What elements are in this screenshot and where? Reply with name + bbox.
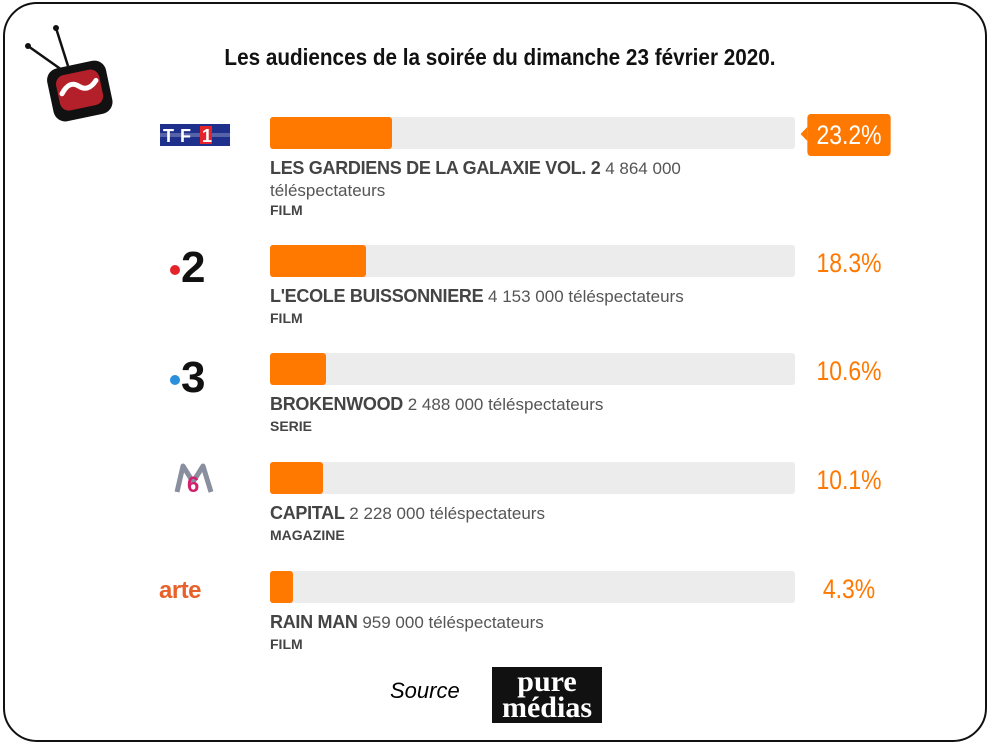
- program-title: BROKENWOOD: [270, 394, 403, 414]
- percent-label-arte: 4.3%: [822, 574, 876, 604]
- svg-text:1: 1: [202, 126, 212, 146]
- puremedias-logo: pure médias: [492, 667, 602, 723]
- tf1-logo: T F 1: [150, 112, 240, 158]
- channel-row-france2: 2 18.3% L'ECOLE BUISSONNIERE 4 153 000 t…: [0, 240, 994, 340]
- viewer-count: 2 228 000 téléspectateurs: [349, 504, 545, 523]
- percent-label-france2: 18.3%: [816, 248, 882, 278]
- source-label: Source: [390, 678, 460, 703]
- bar-france3: [270, 353, 326, 385]
- logo-word-medias: médias: [502, 691, 592, 724]
- bar-m6: [270, 462, 324, 494]
- bar-track: [270, 245, 795, 277]
- viewer-count: 4 864 000 téléspectateurs: [270, 159, 681, 200]
- program-title: RAIN MAN: [270, 612, 358, 632]
- program-info: LES GARDIENS DE LA GALAXIE VOL. 2 4 864 …: [270, 157, 720, 202]
- program-title: L'ECOLE BUISSONNIERE: [270, 286, 484, 306]
- percent-label-m6: 10.1%: [816, 465, 882, 495]
- logo-word-pure: pure: [517, 665, 577, 698]
- genre-label: FILM: [270, 310, 303, 326]
- genre-label: FILM: [270, 202, 303, 218]
- bar-track: [270, 462, 795, 494]
- channel-row-m6: 6 10.1% CAPITAL 2 228 000 téléspectateur…: [0, 457, 994, 557]
- channel-row-france3: 3 10.6% BROKENWOOD 2 488 000 téléspectat…: [0, 348, 994, 448]
- arte-logo: arte: [150, 566, 240, 612]
- svg-text:3: 3: [181, 353, 205, 394]
- page-title: Les audiences de la soirée du dimanche 2…: [224, 44, 776, 70]
- bar-tf1: [270, 117, 392, 149]
- bar-france2: [270, 245, 367, 277]
- france2-logo: 2: [150, 240, 240, 286]
- bar-track: [270, 117, 795, 149]
- france3-logo: 3: [150, 348, 240, 394]
- channel-row-arte: arte 4.3% RAIN MAN 959 000 téléspectateu…: [0, 566, 994, 666]
- program-info: BROKENWOOD 2 488 000 téléspectateurs: [270, 393, 720, 416]
- program-title: CAPITAL: [270, 503, 345, 523]
- m6-logo: 6: [150, 457, 240, 503]
- viewer-count: 2 488 000 téléspectateurs: [407, 395, 604, 414]
- percent-label-tf1: 23.2%: [800, 114, 891, 156]
- program-info: CAPITAL 2 228 000 téléspectateurs: [270, 502, 720, 525]
- svg-text:arte: arte: [159, 577, 201, 604]
- viewer-count: 4 153 000 téléspectateurs: [488, 287, 684, 306]
- svg-text:T: T: [163, 126, 174, 146]
- bar-track: [270, 353, 795, 385]
- genre-label: SERIE: [270, 418, 313, 434]
- program-title: LES GARDIENS DE LA GALAXIE VOL. 2: [270, 158, 601, 178]
- channel-row-tf1: T F 1 23.2% LES GARDIENS DE LA GALAXIE V…: [0, 112, 994, 218]
- percent-label-france3: 10.6%: [816, 356, 882, 386]
- svg-text:F: F: [180, 126, 191, 146]
- program-info: RAIN MAN 959 000 téléspectateurs: [270, 611, 720, 634]
- tv-icon: [25, 25, 113, 122]
- bar-arte: [270, 571, 293, 603]
- genre-label: MAGAZINE: [270, 527, 345, 543]
- program-info: L'ECOLE BUISSONNIERE 4 153 000 téléspect…: [270, 285, 720, 308]
- genre-label: FILM: [270, 636, 303, 652]
- viewer-count: 959 000 téléspectateurs: [362, 613, 544, 632]
- bar-track: [270, 571, 795, 603]
- svg-text:2: 2: [181, 243, 205, 286]
- svg-text:6: 6: [187, 472, 199, 497]
